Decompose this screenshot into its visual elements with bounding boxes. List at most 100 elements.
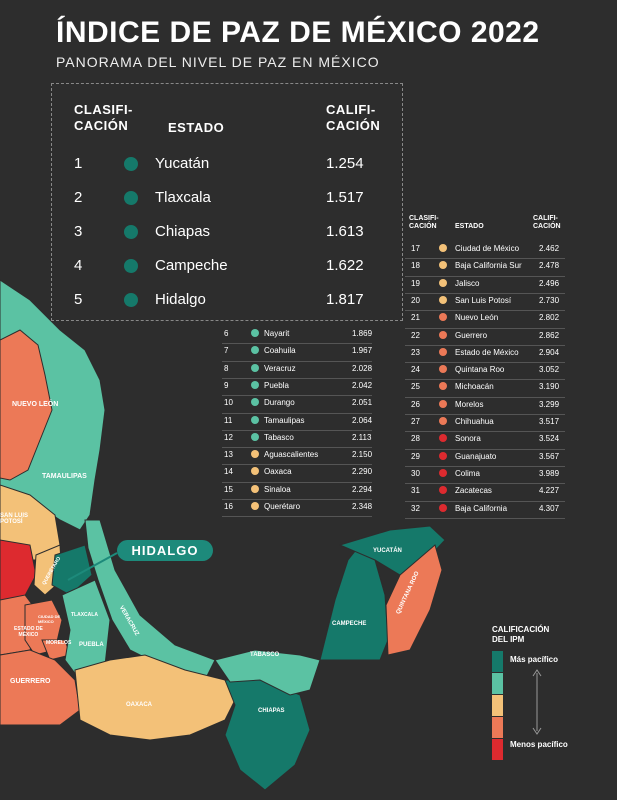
level-dot-icon <box>439 313 447 322</box>
level-dot-icon <box>251 415 259 424</box>
ranking-row: 24 Quintana Roo 3.052 <box>405 365 565 377</box>
ranking-row: 18 Baja California Sur 2.478 <box>405 261 565 273</box>
state-name: Chiapas <box>155 223 211 240</box>
score-value: 2.294 <box>352 484 373 494</box>
score-value: 4.227 <box>539 486 560 496</box>
rank-value: 15 <box>224 484 233 494</box>
row-divider <box>405 292 565 294</box>
score-value: 1.517 <box>326 189 364 206</box>
level-dot-icon <box>251 329 259 337</box>
rank-value: 6 <box>224 329 229 338</box>
legend-color-bar <box>492 673 503 694</box>
score-value: 2.904 <box>539 347 560 357</box>
state-name: Oaxaca <box>264 467 292 477</box>
ranking-row: 9 Puebla 2.042 <box>222 380 372 393</box>
rank-value: 13 <box>224 450 233 460</box>
row-divider <box>405 362 565 364</box>
row-divider <box>222 429 372 431</box>
ranking-row: 11 Tamaulipas 2.064 <box>222 415 373 428</box>
rank-value: 28 <box>411 434 420 444</box>
score-value: 1.967 <box>352 346 373 356</box>
rank-value: 1 <box>74 155 83 172</box>
score-value: 2.730 <box>539 295 560 305</box>
score-value: 1.817 <box>326 291 364 308</box>
row-divider <box>405 396 565 398</box>
row-divider <box>405 431 565 433</box>
state-quintana-roo <box>385 544 443 656</box>
level-dot-icon <box>439 244 447 252</box>
label-tlaxcala: TLAXCALA <box>71 612 98 618</box>
state-name: Michoacán <box>455 382 494 392</box>
level-dot-icon <box>439 330 447 339</box>
state-name: Tlaxcala <box>155 189 211 206</box>
score-value: 3.190 <box>539 382 560 392</box>
level-dot-icon <box>124 225 138 239</box>
state-name: Morelos <box>455 399 484 409</box>
label-morelos: MORELOS <box>46 640 72 646</box>
state-name: Quintana Roo <box>455 365 505 375</box>
level-dot-icon <box>439 486 447 495</box>
score-value: 2.028 <box>352 363 373 373</box>
rank-value: 9 <box>224 380 229 390</box>
state-name: Ciudad de México <box>455 244 520 253</box>
row-divider <box>222 377 372 379</box>
rank-value: 7 <box>224 346 229 356</box>
level-dot-icon <box>251 363 259 372</box>
ranking-row: 10 Durango 2.051 <box>222 398 372 410</box>
ranking-row: 23 Estado de México 2.904 <box>405 347 565 360</box>
score-value: 2.496 <box>539 278 560 288</box>
row-divider <box>222 516 372 518</box>
score-value: 2.064 <box>352 415 373 425</box>
rank-value: 2 <box>74 189 83 206</box>
label-campeche: CAMPECHE <box>332 621 367 627</box>
score-value: 1.254 <box>326 155 364 172</box>
level-dot-icon <box>439 365 447 374</box>
row-divider <box>405 258 565 260</box>
score-value: 3.567 <box>539 451 560 461</box>
ranking-row: 20 San Luis Potosí 2.730 <box>405 295 565 308</box>
rank-value: 21 <box>411 313 420 323</box>
ranking-row: 32 Baja California 4.307 <box>405 503 565 516</box>
legend-most-peaceful: Más pacífico <box>510 655 559 664</box>
score-value: 2.113 <box>352 432 372 442</box>
ranking-row: 31 Zacatecas 4.227 <box>405 486 565 498</box>
label-estado-de-mexico: ESTADO DE MÉXICO <box>14 626 43 638</box>
rank-value: 24 <box>411 365 420 375</box>
row-divider <box>222 447 372 449</box>
top5-row: 5 Hidalgo 1.817 <box>52 291 402 315</box>
top5-row: 2 Tlaxcala 1.517 <box>52 189 402 213</box>
page-subtitle: PANORAMA DEL NIVEL DE PAZ EN MÉXICO <box>56 54 380 70</box>
ranking-row: 29 Guanajuato 3.567 <box>405 451 565 464</box>
state-name: Sonora <box>455 434 481 444</box>
score-value: 3.517 <box>539 417 560 426</box>
level-dot-icon <box>251 502 259 510</box>
state-oaxaca <box>74 654 236 741</box>
score-header: CALIFI- CACIÓN <box>326 102 381 133</box>
level-dot-icon <box>439 417 447 425</box>
row-divider <box>405 500 565 502</box>
state-name: Zacatecas <box>455 486 492 496</box>
rank-value: 8 <box>224 363 229 373</box>
score-value: 2.462 <box>539 244 560 253</box>
level-dot-icon <box>439 399 447 408</box>
ranking-row: 21 Nuevo León 2.802 <box>405 313 565 325</box>
row-divider <box>222 481 372 483</box>
level-dot-icon <box>439 503 447 512</box>
hidalgo-leader-line <box>67 552 118 581</box>
legend-least-peaceful: Menos pacífico <box>510 740 568 749</box>
ranking-row: 26 Morelos 3.299 <box>405 399 565 412</box>
level-dot-icon <box>439 451 447 460</box>
state-name: Durango <box>264 398 295 408</box>
rank-value: 10 <box>224 398 233 408</box>
rank-value: 16 <box>224 502 233 511</box>
score-value: 1.622 <box>326 257 364 274</box>
rank-value: 11 <box>224 415 233 425</box>
rank-value: 12 <box>224 432 233 442</box>
level-dot-icon <box>439 295 447 304</box>
state-name: Estado de México <box>455 347 519 357</box>
label-ciudad-de-mexico: CIUDAD DE MÉXICO <box>38 614 61 624</box>
state-name: Chihuahua <box>455 417 494 426</box>
state-tabasco <box>214 649 321 696</box>
level-dot-icon <box>439 468 447 477</box>
